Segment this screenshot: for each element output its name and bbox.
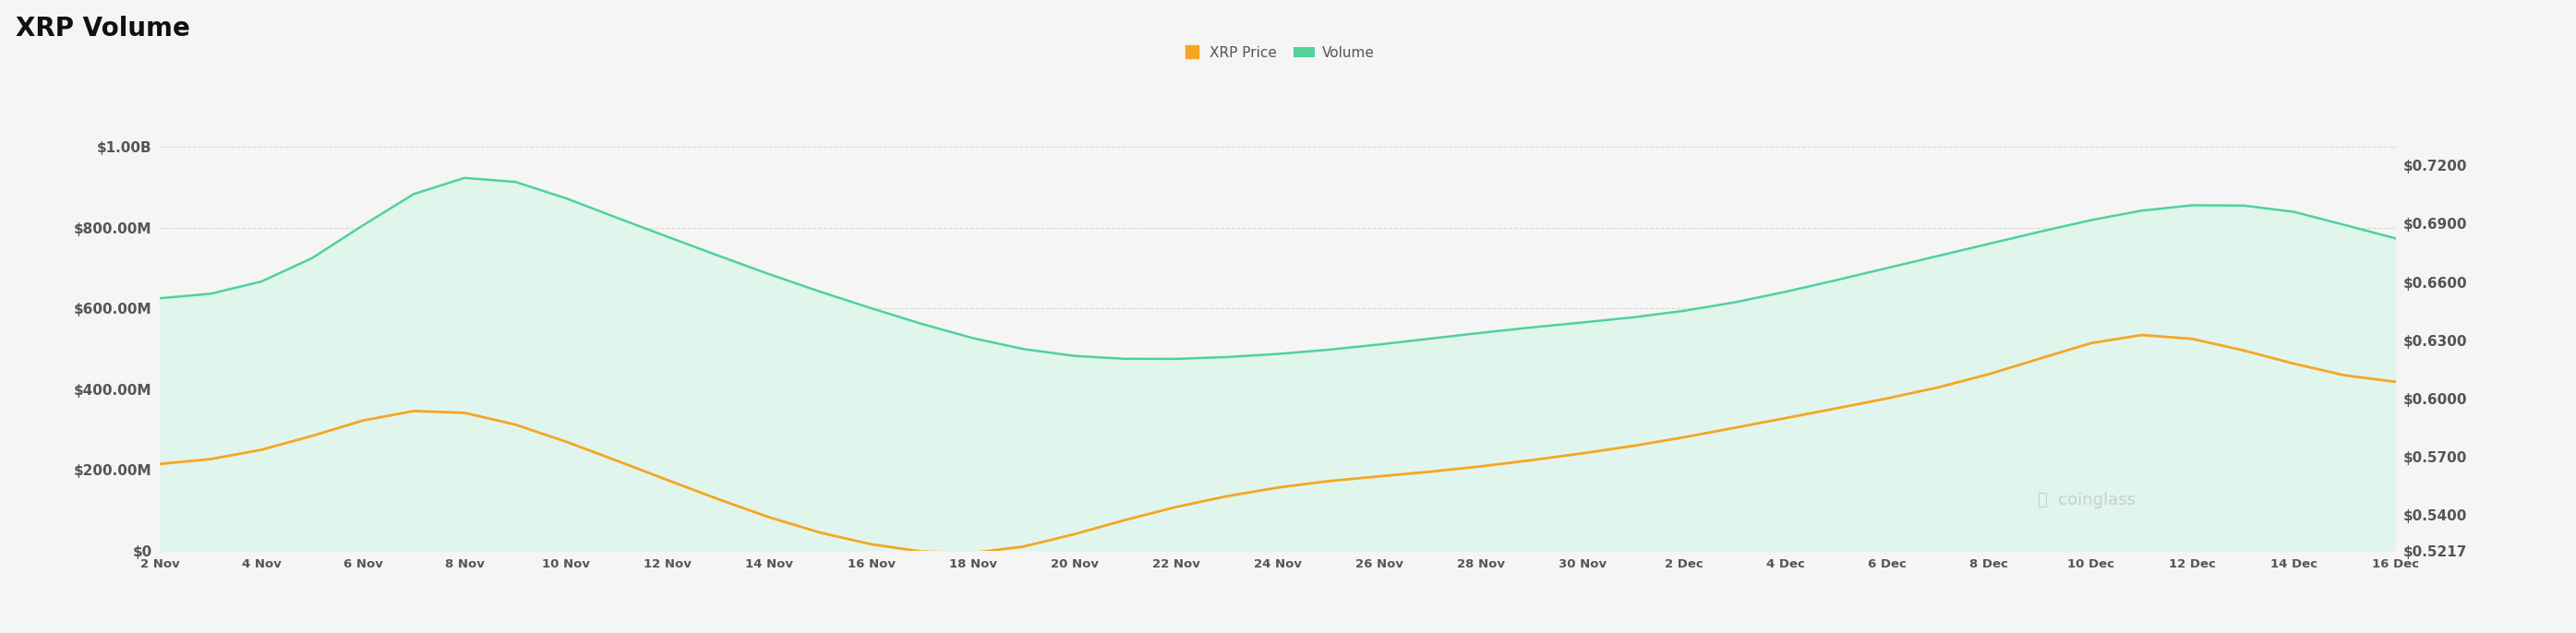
Text: 🐸  coinglass: 🐸 coinglass (2038, 491, 2136, 508)
Legend: XRP Price, Volume: XRP Price, Volume (1175, 41, 1381, 65)
Text: XRP Volume: XRP Volume (15, 16, 191, 42)
